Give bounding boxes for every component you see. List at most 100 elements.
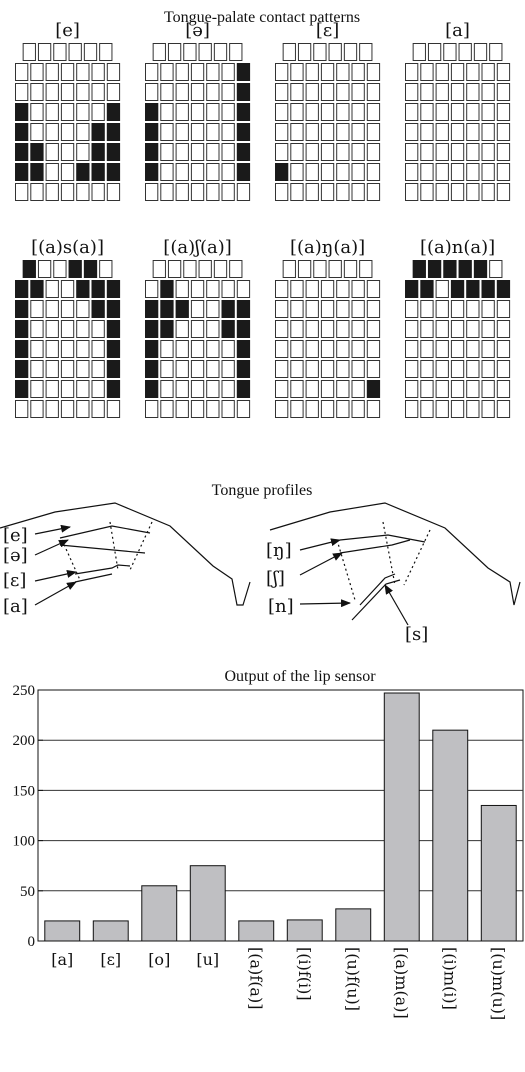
palate-cell	[91, 360, 105, 378]
palate-cell	[305, 63, 319, 81]
palate-cell	[91, 63, 105, 81]
palate-cell	[496, 103, 511, 121]
palate-cell	[290, 320, 304, 338]
palate-cell	[229, 43, 243, 61]
palate-cell	[198, 260, 212, 278]
palate-cell	[435, 143, 449, 161]
palate-cell	[466, 340, 480, 358]
palate-cell	[320, 163, 335, 181]
palate-cell	[236, 163, 251, 181]
palate-cell	[466, 380, 480, 398]
palate-cell	[320, 300, 335, 318]
palate-cell	[496, 380, 511, 398]
palate-cell	[450, 380, 465, 398]
palate-panel: [(a)ʃ(a)]	[145, 237, 251, 418]
palate-cell	[328, 43, 342, 61]
arrow-eng	[299, 538, 341, 551]
palate-cell	[275, 380, 289, 398]
y-tick-label: 250	[13, 683, 36, 699]
palate-cell	[405, 143, 419, 161]
palate-cell	[60, 360, 75, 378]
palate-cell	[405, 63, 419, 81]
y-tick-label: 150	[13, 783, 36, 799]
palate-cell	[91, 400, 105, 418]
palate-cell	[282, 43, 296, 61]
palate-cell	[496, 83, 511, 101]
palate-cell	[145, 320, 159, 338]
palate-cell	[275, 400, 289, 418]
palate-panel: [(a)ŋ(a)]	[275, 237, 381, 418]
x-category-label: [a]	[51, 950, 73, 969]
palate-cell	[336, 123, 350, 141]
palate-cell	[290, 380, 304, 398]
right-tongue-eng	[339, 534, 426, 543]
palate-cell	[290, 163, 304, 181]
palate-cell	[405, 320, 419, 338]
palate-cell	[236, 320, 251, 338]
palate-cell	[466, 143, 480, 161]
palate-cell	[481, 380, 495, 398]
palate-cell	[466, 123, 480, 141]
palate-cell	[60, 183, 75, 201]
palate-cell	[313, 43, 327, 61]
palate-cell	[336, 320, 350, 338]
palate-cell	[435, 103, 449, 121]
palate-cell	[305, 183, 319, 201]
x-category-label: [(u)f(u)]	[343, 947, 362, 1011]
palate-cell	[366, 103, 381, 121]
palate-cell	[320, 183, 335, 201]
bar	[432, 729, 469, 942]
palate-cell	[91, 280, 105, 298]
palate-cell	[30, 163, 44, 181]
palate-cell	[336, 63, 350, 81]
palate-cell	[275, 183, 289, 201]
palate-cell	[145, 123, 159, 141]
palate-cell	[160, 103, 174, 121]
right-label-s: [s]	[405, 624, 428, 645]
palate-cell	[420, 163, 434, 181]
palate-cell	[336, 300, 350, 318]
palate-cell	[290, 280, 304, 298]
palate-cell	[60, 63, 75, 81]
palate-cell	[60, 300, 75, 318]
palate-cell	[366, 83, 381, 101]
palate-cell	[351, 143, 365, 161]
palate-cell	[336, 340, 350, 358]
left-palate-outline	[0, 502, 251, 606]
palate-cell	[420, 123, 434, 141]
palate-cell	[290, 123, 304, 141]
palate-cell	[145, 360, 159, 378]
palate-cell	[145, 300, 159, 318]
palate-cell	[106, 143, 121, 161]
palate-cell	[76, 163, 90, 181]
left-label-schwa: [ə]	[3, 545, 28, 566]
palate-cell	[366, 320, 381, 338]
palate-cell	[405, 103, 419, 121]
palate-cell	[275, 320, 289, 338]
palate-cell	[351, 360, 365, 378]
right-tongue-profile-diagram: [ŋ] [ʃ] [n] [s]	[266, 502, 521, 645]
palate-cell	[76, 400, 90, 418]
palate-cell	[76, 300, 90, 318]
left-label-a: [a]	[3, 596, 28, 617]
palate-cell	[30, 380, 44, 398]
palate-cell	[30, 340, 44, 358]
palate-cell	[106, 300, 121, 318]
palate-cell	[221, 183, 235, 201]
palate-cell	[450, 83, 465, 101]
palate-cell	[305, 280, 319, 298]
palate-cell	[236, 183, 251, 201]
palate-cell	[236, 400, 251, 418]
palate-cell	[60, 320, 75, 338]
left-tongue-epsilon	[74, 564, 131, 575]
right-palate-outline	[269, 502, 521, 606]
palate-cell	[15, 163, 29, 181]
palate-cell	[496, 143, 511, 161]
palate-cell	[351, 103, 365, 121]
palate-cell	[167, 260, 182, 278]
arrow-s	[384, 584, 409, 626]
palate-cell	[466, 83, 480, 101]
palate-panel-label: [a]	[445, 20, 470, 41]
palate-cell	[359, 260, 373, 278]
palate-panel: [e]	[15, 20, 121, 201]
